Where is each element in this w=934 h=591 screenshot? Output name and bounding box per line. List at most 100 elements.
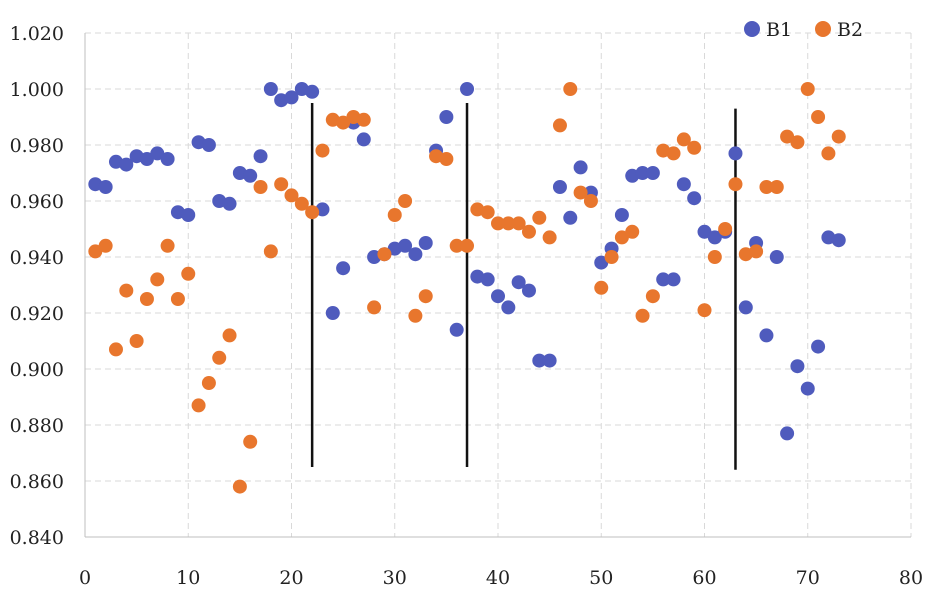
data-point-b1 [790,359,805,374]
data-point-b2 [707,250,722,264]
data-point-b2 [718,222,733,236]
data-point-b2 [749,244,764,259]
data-point-b1 [532,353,547,368]
data-point-b1 [398,238,413,253]
data-point-b2 [635,308,650,323]
y-tick-label: 0.920 [10,303,64,325]
data-point-b2 [460,238,475,253]
data-point-b2 [532,210,547,225]
axes [84,33,911,538]
data-point-b1 [573,160,588,175]
legend-marker-b2 [815,21,831,37]
data-point-b2 [697,303,712,318]
data-point-b2 [160,238,175,253]
data-point-b2 [542,230,557,245]
data-point-b2 [181,266,196,281]
data-point-b1 [676,177,691,192]
data-point-b2 [769,180,784,194]
data-point-b1 [614,208,629,222]
data-point-b1 [201,138,216,152]
data-point-b2 [398,194,413,208]
data-point-b2 [243,434,258,449]
data-point-b2 [521,224,536,239]
data-point-b2 [201,376,216,390]
data-point-b1 [491,289,505,304]
data-point-b1 [800,381,815,396]
y-tick-label: 0.860 [10,471,64,493]
data-point-b1 [645,166,660,180]
x-tick-label: 10 [176,567,200,589]
y-tick-label: 0.960 [10,191,64,213]
data-point-b1 [336,261,351,276]
data-point-b1 [284,90,299,105]
data-point-b1 [480,272,495,287]
data-point-b1 [780,426,795,441]
data-point-b1 [408,247,423,262]
data-point-b2 [666,146,681,161]
data-point-b2 [150,272,165,287]
data-point-b1 [728,146,743,161]
data-point-b1 [139,152,154,166]
data-point-b2 [253,180,268,194]
data-point-b2 [408,308,423,323]
data-point-b2 [387,208,402,222]
data-point-b2 [583,194,598,208]
data-point-b2 [315,143,330,158]
data-point-b1 [181,208,196,222]
data-point-b1 [325,306,340,320]
data-point-b2 [98,238,113,253]
x-tick-label: 30 [383,567,407,589]
data-point-b1 [418,236,433,250]
data-point-b1 [666,272,681,287]
data-point-b1 [501,300,516,315]
data-point-b2 [759,180,774,194]
x-tick-label: 40 [486,567,510,589]
x-tick-label: 0 [79,567,91,589]
data-point-b2 [305,205,320,220]
data-point-b2 [614,230,629,245]
data-point-b1 [521,283,536,298]
series-b2-points [88,82,846,494]
data-point-b2 [573,185,588,200]
data-point-b1 [811,339,826,354]
data-point-b1 [98,180,113,194]
data-point-b2 [491,216,505,231]
data-point-b1 [160,152,175,166]
y-tick-label: 0.980 [10,135,64,157]
data-point-b2 [139,292,154,306]
data-point-b1 [460,82,475,96]
data-point-b1 [635,166,650,180]
data-point-b2 [336,115,351,130]
legend-label-b2: B2 [837,19,863,41]
data-point-b2 [170,292,185,306]
data-point-b2 [676,132,691,147]
data-point-b2 [811,110,826,124]
data-points [88,82,846,494]
data-point-b2 [119,283,134,298]
data-point-b1 [831,233,846,248]
y-tick-label: 0.900 [10,359,64,381]
data-point-b2 [356,112,371,127]
data-point-b1 [263,82,278,96]
data-point-b2 [377,247,392,262]
x-axis-tick-labels: 0 10 20 30 40 50 60 70 80 [79,567,923,589]
data-point-b2 [480,205,495,220]
legend-marker-b1 [744,21,760,37]
x-tick-label: 20 [279,567,303,589]
data-point-b2 [222,328,237,343]
y-tick-label: 0.880 [10,415,64,437]
data-point-b2 [129,334,144,348]
data-point-b2 [418,289,433,304]
data-point-b1 [511,275,526,290]
x-tick-label: 70 [796,567,820,589]
legend: B1 B2 [744,19,863,41]
data-point-b2 [625,224,640,239]
x-tick-label: 60 [692,567,716,589]
data-point-b2 [800,82,815,96]
data-point-b1 [563,210,578,225]
data-point-b1 [119,157,134,172]
y-axis-tick-labels: 0.840 0.860 0.880 0.900 0.920 0.940 0.960 0.980… [10,23,64,549]
data-point-b2 [88,244,103,259]
data-point-b2 [191,398,206,413]
